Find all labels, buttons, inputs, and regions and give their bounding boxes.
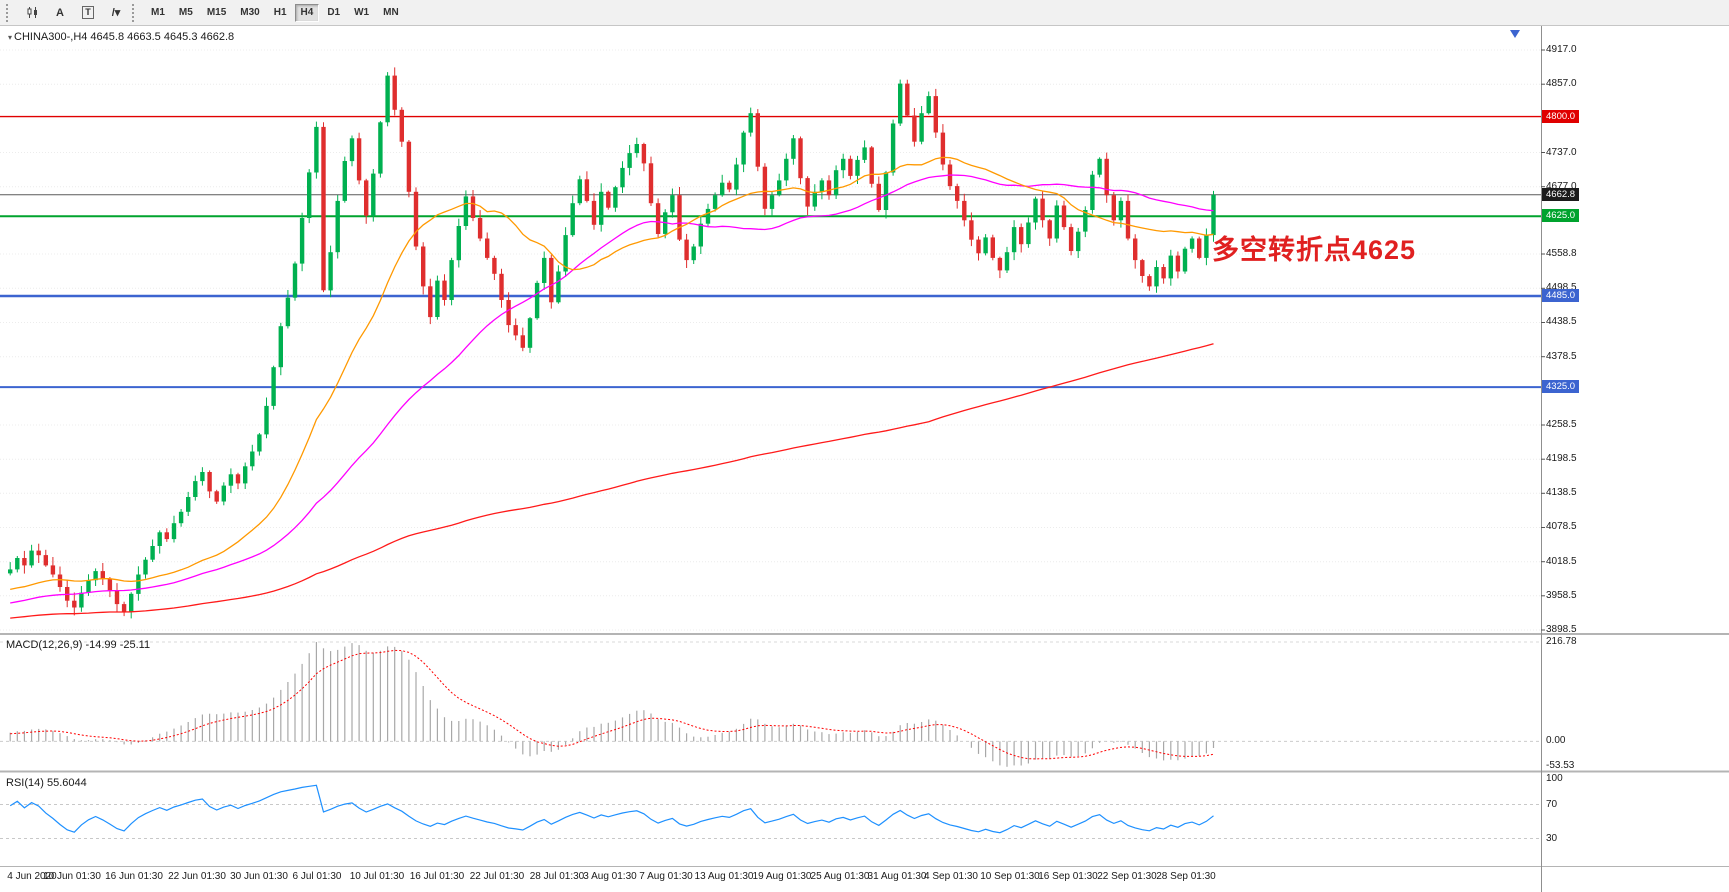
time-axis-label: 6 Jul 01:30	[292, 871, 342, 882]
timeframe-button-H4[interactable]: H4	[294, 3, 320, 22]
price-axis-label: 3958.5	[1546, 590, 1577, 601]
time-axis-label: 25 Aug 01:30	[810, 871, 870, 882]
chart-shift-marker-icon[interactable]	[1510, 30, 1520, 38]
timeframe-button-D1[interactable]: D1	[327, 7, 341, 18]
timeframe-button-M1[interactable]: M1	[151, 7, 165, 18]
price-badge-4485.0: 4485.0	[1542, 289, 1580, 302]
time-axis-label: 10 Sep 01:30	[980, 871, 1040, 882]
toolbar-grip-2[interactable]	[132, 3, 138, 22]
time-axis-label: 28 Jul 01:30	[529, 871, 585, 882]
price-axis-label: 4558.8	[1546, 248, 1577, 259]
time-axis-label: 19 Aug 01:30	[752, 871, 812, 882]
time-axis-label: 22 Sep 01:30	[1097, 871, 1157, 882]
price-axis-label: 4677.0	[1546, 181, 1577, 192]
price-axis-label: 4078.5	[1546, 521, 1577, 532]
macd-axis-label: 216.78	[1546, 636, 1577, 647]
price-axis-label: 4258.5	[1546, 419, 1577, 430]
time-axis-label: 16 Jun 01:30	[105, 871, 163, 882]
price-axis-label: 4198.5	[1546, 453, 1577, 464]
timeframe-button-M15[interactable]: M15	[206, 7, 227, 18]
rsi-axis-label: 100	[1546, 773, 1563, 784]
time-axis-label: 13 Aug 01:30	[694, 871, 754, 882]
time-axis-label: 7 Aug 01:30	[639, 871, 693, 882]
chart-menu-arrow-icon[interactable]: ▾	[8, 33, 13, 42]
chart-header-text: CHINA300-,H4 4645.8 4663.5 4645.3 4662.8	[14, 31, 235, 43]
price-axis-label: 4737.0	[1546, 147, 1577, 158]
drawing-tools-group: A T /▾	[18, 2, 130, 24]
time-axis-label: 30 Jun 01:30	[230, 871, 288, 882]
toolbar-grip[interactable]	[6, 3, 12, 22]
timeframe-button-MN[interactable]: MN	[383, 7, 399, 18]
price-axis-label: 4138.5	[1546, 487, 1577, 498]
price-badge-4325.0: 4325.0	[1542, 380, 1580, 393]
price-axis-label: 4498.5	[1546, 282, 1577, 293]
rsi-axis-label: 30	[1546, 833, 1558, 844]
time-axis-label: 31 Aug 01:30	[867, 871, 927, 882]
price-axis-label: 4857.0	[1546, 78, 1577, 89]
shapes-dropdown-icon[interactable]: /▾	[111, 7, 121, 19]
time-axis-label: 3 Aug 01:30	[583, 871, 637, 882]
time-axis-label: 22 Jul 01:30	[469, 871, 525, 882]
timeframe-group: M1 M5 M15 M30 H1 H4 D1 W1 MN	[144, 3, 406, 22]
timeframe-button-W1[interactable]: W1	[354, 7, 370, 18]
timeframe-button-H1[interactable]: H1	[273, 7, 287, 18]
text-label-icon[interactable]: A	[56, 6, 64, 19]
macd-axis-label: 0.00	[1546, 735, 1566, 746]
rsi-indicator-label: RSI(14) 55.6044	[6, 777, 87, 789]
timeframe-button-M30[interactable]: M30	[240, 7, 260, 18]
time-axis-label: 10 Jul 01:30	[349, 871, 405, 882]
time-axis-label: 22 Jun 01:30	[168, 871, 226, 882]
price-badge-4662.8: 4662.8	[1542, 188, 1580, 201]
macd-indicator-label: MACD(12,26,9) -14.99 -25.11	[6, 639, 151, 651]
price-badge-4625.0: 4625.0	[1542, 209, 1580, 222]
chart-symbol-header: ▾ CHINA300-,H4 4645.8 4663.5 4645.3 4662.…	[8, 31, 234, 43]
time-axis-label: 10 Jun 01:30	[43, 871, 101, 882]
timeframe-button-M5[interactable]: M5	[178, 7, 193, 18]
time-axis-label: 16 Sep 01:30	[1038, 871, 1098, 882]
price-axis-label: 4378.5	[1546, 351, 1577, 362]
price-badge-4800.0: 4800.0	[1542, 110, 1580, 123]
time-axis-label: 4 Sep 01:30	[924, 871, 978, 882]
price-axis-label: 4018.5	[1546, 556, 1577, 567]
macd-axis-label: -53.53	[1546, 760, 1575, 771]
time-axis-label: 4 Jun 2020	[7, 871, 57, 882]
time-axis-label: 16 Jul 01:30	[409, 871, 465, 882]
price-axis-label: 3898.5	[1546, 624, 1577, 635]
candlestick-chart-icon[interactable]	[19, 2, 45, 24]
chart-annotation-text: 多空转折点4625	[1212, 235, 1417, 265]
price-axis-label: 4917.0	[1546, 44, 1577, 55]
toolbar: A T /▾ M1 M5 M15 M30 H1 H4 D1 W1 MN	[0, 0, 1729, 26]
text-frame-icon[interactable]: T	[75, 2, 101, 24]
price-axis-label: 4438.5	[1546, 316, 1577, 327]
time-axis-label: 28 Sep 01:30	[1156, 871, 1216, 882]
rsi-axis-label: 70	[1546, 799, 1558, 810]
